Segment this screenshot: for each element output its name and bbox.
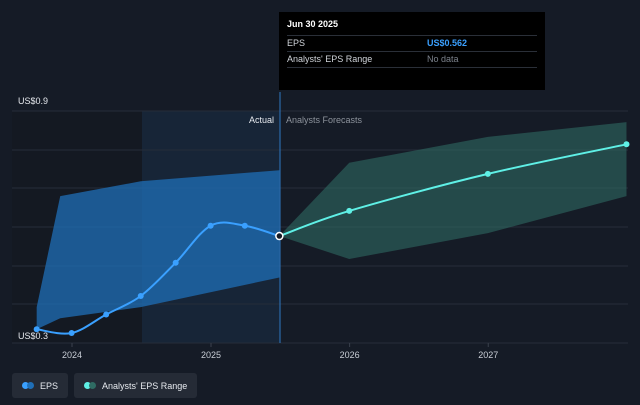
- legend-range-label: Analysts' EPS Range: [102, 380, 188, 391]
- hover-tooltip: Jun 30 2025 EPS US$0.562 Analysts' EPS R…: [279, 12, 545, 90]
- tooltip-date: Jun 30 2025: [287, 19, 339, 29]
- x-tick-label: 2024: [62, 350, 82, 360]
- eps-data-point: [137, 293, 144, 299]
- eps-forecast-point: [484, 170, 491, 177]
- tooltip-range-value: No data: [427, 54, 459, 64]
- legend-eps-swatch-icon: [22, 382, 34, 389]
- legend-item-eps[interactable]: EPS: [12, 373, 69, 398]
- eps-range-actual-area: [36, 170, 280, 330]
- eps-forecast-point: [346, 207, 353, 214]
- y-tick-label-bottom: US$0.3: [18, 331, 48, 341]
- eps-data-point: [207, 222, 214, 229]
- eps-data-point: [103, 311, 110, 318]
- eps-forecast-line: [279, 143, 627, 238]
- legend-range-swatch-icon: [84, 382, 97, 389]
- tooltip-row-eps: EPS US$0.562: [287, 35, 537, 51]
- eps-data-point: [33, 326, 40, 333]
- eps-data-point: [275, 231, 284, 241]
- legend-eps-label: EPS: [40, 380, 59, 391]
- eps-forecast-point: [623, 141, 630, 148]
- eps-data-point: [172, 259, 179, 266]
- y-tick-label-top: US$0.9: [18, 96, 48, 106]
- eps-data-point: [68, 330, 75, 336]
- tooltip-eps-value: US$0.562: [427, 38, 468, 48]
- x-tick-label: 2025: [201, 350, 221, 360]
- actual-region-label: Actual: [249, 115, 274, 125]
- legend-item-eps-range[interactable]: Analysts' EPS Range: [74, 373, 198, 398]
- eps-range-forecast-area: [279, 122, 627, 259]
- x-tick-label: 2026: [340, 350, 360, 360]
- tooltip-range-label: Analysts' EPS Range: [287, 54, 373, 64]
- chart-legend: EPS Analysts' EPS Range: [12, 373, 198, 398]
- x-tick-label: 2027: [478, 350, 498, 360]
- forecast-region-label: Analysts Forecasts: [286, 115, 363, 125]
- tooltip-eps-label: EPS: [287, 38, 306, 48]
- tooltip-row-range: Analysts' EPS Range No data: [287, 51, 537, 68]
- eps-data-point: [241, 222, 248, 229]
